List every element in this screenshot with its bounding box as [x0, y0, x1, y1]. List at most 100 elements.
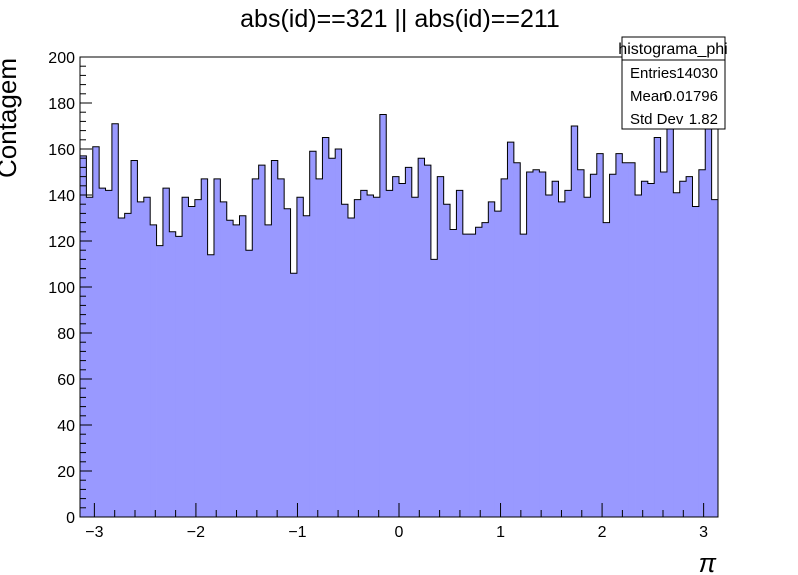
histogram-bin-99 [711, 199, 719, 517]
histogram-bin-10 [143, 197, 151, 518]
histogram-bin-68 [513, 162, 521, 518]
histogram-bin-34 [296, 197, 304, 518]
histogram-bin-80 [590, 174, 598, 518]
stats-stddev-value: 1.82 [689, 111, 718, 128]
histogram-bin-89 [647, 183, 655, 517]
histogram-bin-75 [558, 201, 566, 517]
histogram-bin-73 [545, 195, 553, 517]
histogram-bin-97 [698, 169, 706, 517]
y-tick-label: 180 [48, 96, 75, 113]
histogram-bin-64 [488, 201, 496, 517]
histogram-bin-72 [539, 172, 547, 517]
y-tick-label: 80 [57, 326, 75, 343]
histogram-bin-76 [564, 190, 572, 517]
x-tick-label: −1 [288, 524, 306, 541]
histogram-bin-35 [303, 215, 311, 517]
histogram-bin-19 [201, 178, 208, 517]
histogram-bin-6 [118, 218, 126, 517]
histogram-bin-96 [692, 206, 700, 517]
histogram-bin-4 [105, 190, 113, 517]
histogram-bin-54 [424, 165, 432, 517]
histogram-bin-15 [175, 236, 183, 517]
histogram-outline [79, 114, 719, 517]
y-tick-label: 140 [48, 188, 75, 205]
stats-mean-value: 0.01796 [664, 88, 718, 105]
histogram-bin-2 [92, 146, 100, 517]
y-tick-label: 60 [57, 372, 75, 389]
histogram-bin-77 [571, 126, 579, 517]
histogram-bin-22 [220, 201, 228, 517]
y-axis-title: Contagem [0, 58, 22, 178]
histogram-bin-70 [526, 172, 534, 517]
histogram-bin-51 [405, 167, 413, 517]
histogram-bin-8 [131, 160, 138, 517]
histogram-bin-66 [501, 178, 508, 517]
histogram-bin-9 [137, 201, 145, 517]
histogram-bin-53 [418, 158, 425, 517]
x-tick-label: 0 [395, 524, 404, 541]
histogram-bin-11 [150, 224, 157, 517]
histogram-bin-61 [469, 234, 476, 517]
histogram-bin-26 [245, 250, 253, 517]
histogram-bin-1 [86, 197, 94, 518]
stats-box: histograma_phi Entries 14030 Mean 0.0179… [618, 36, 728, 130]
histogram-bin-37 [316, 178, 323, 517]
histogram-bin-5 [111, 123, 119, 517]
histogram-bin-3 [99, 188, 106, 517]
x-tick-label: 3 [699, 524, 708, 541]
histogram-bin-47 [379, 114, 387, 517]
histogram-bin-33 [290, 273, 298, 517]
histogram-bin-65 [494, 211, 502, 517]
histogram-bin-48 [386, 190, 394, 517]
histogram-bin-28 [258, 165, 266, 517]
histogram-bin-49 [392, 176, 400, 517]
histogram-bin-43 [354, 199, 362, 517]
histogram-bin-41 [341, 204, 349, 517]
histogram-bin-25 [239, 215, 247, 517]
x-axis-title: π [699, 548, 717, 575]
histogram-bin-21 [213, 178, 221, 517]
histogram-bin-13 [162, 188, 170, 517]
histogram-bin-27 [252, 178, 260, 517]
histogram-bin-59 [456, 190, 464, 517]
histogram-bin-14 [169, 231, 177, 518]
histogram-bin-30 [271, 160, 279, 517]
histogram-bin-12 [156, 245, 164, 517]
histogram-bin-83 [609, 174, 617, 518]
histogram-bin-46 [373, 197, 381, 518]
histogram-bin-56 [437, 176, 445, 517]
x-axis: −3 −2 −1 0 1 2 3 [85, 503, 708, 541]
y-tick-label: 0 [66, 510, 75, 527]
histogram-bin-90 [654, 137, 661, 517]
histogram-bin-18 [194, 199, 202, 517]
stats-stddev-label: Std Dev [630, 111, 684, 128]
histogram-bin-20 [207, 254, 215, 518]
histogram-bin-92 [666, 121, 674, 518]
histogram-bin-85 [622, 162, 630, 518]
y-tick-label: 20 [57, 464, 75, 481]
y-tick-label: 160 [48, 142, 75, 159]
histogram-bin-42 [347, 218, 355, 517]
x-tick-label: 1 [496, 524, 505, 541]
histogram-bin-38 [322, 137, 330, 517]
histogram-bin-91 [660, 172, 668, 517]
y-tick-label: 200 [48, 50, 75, 67]
histogram-bin-17 [188, 206, 196, 517]
histogram-bin-84 [615, 153, 623, 517]
histogram-bin-62 [475, 227, 483, 517]
histogram-bin-40 [335, 149, 342, 517]
stats-box-frame [621, 36, 726, 130]
histogram-bin-50 [399, 183, 406, 517]
histogram-bin-36 [309, 151, 317, 518]
histogram-bin-7 [124, 213, 132, 517]
histogram-bin-74 [552, 181, 559, 517]
x-tick-label: −2 [187, 524, 205, 541]
histogram-bin-93 [673, 192, 681, 517]
histogram-bin-57 [443, 204, 451, 517]
histogram-bin-24 [233, 224, 240, 517]
histogram-bin-63 [481, 222, 489, 517]
y-tick-label: 40 [57, 418, 75, 435]
histogram-bin-81 [596, 153, 604, 517]
histogram-bin-39 [328, 158, 336, 517]
